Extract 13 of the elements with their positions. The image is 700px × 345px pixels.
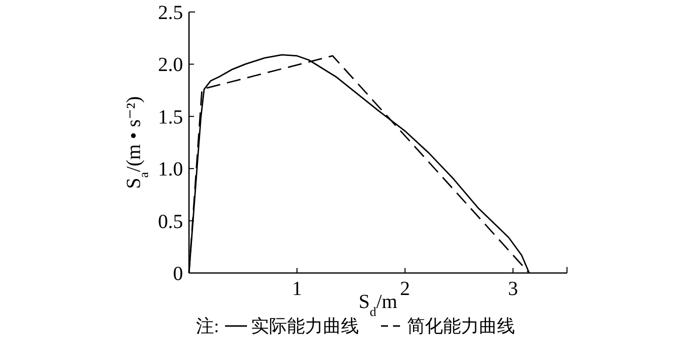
x-tick-label: 3 bbox=[508, 278, 518, 300]
y-tick-label: 2.5 bbox=[158, 2, 183, 24]
y-tick-label: 2.0 bbox=[158, 54, 183, 76]
x-tick-label: 1 bbox=[292, 278, 302, 300]
text: 注: bbox=[196, 316, 220, 336]
legend-label: 简化能力曲线 bbox=[407, 316, 516, 336]
x-axis-title: S$_{d}$/m bbox=[358, 291, 398, 318]
y-tick-label: 0 bbox=[173, 263, 183, 285]
y-tick-label: 1.0 bbox=[158, 158, 183, 181]
y-tick-label: 1.5 bbox=[158, 106, 183, 128]
y-tick-label: 0.5 bbox=[158, 210, 183, 233]
legend-label: 实际能力曲线 bbox=[251, 316, 360, 336]
x-tick-label: 2 bbox=[400, 278, 410, 300]
